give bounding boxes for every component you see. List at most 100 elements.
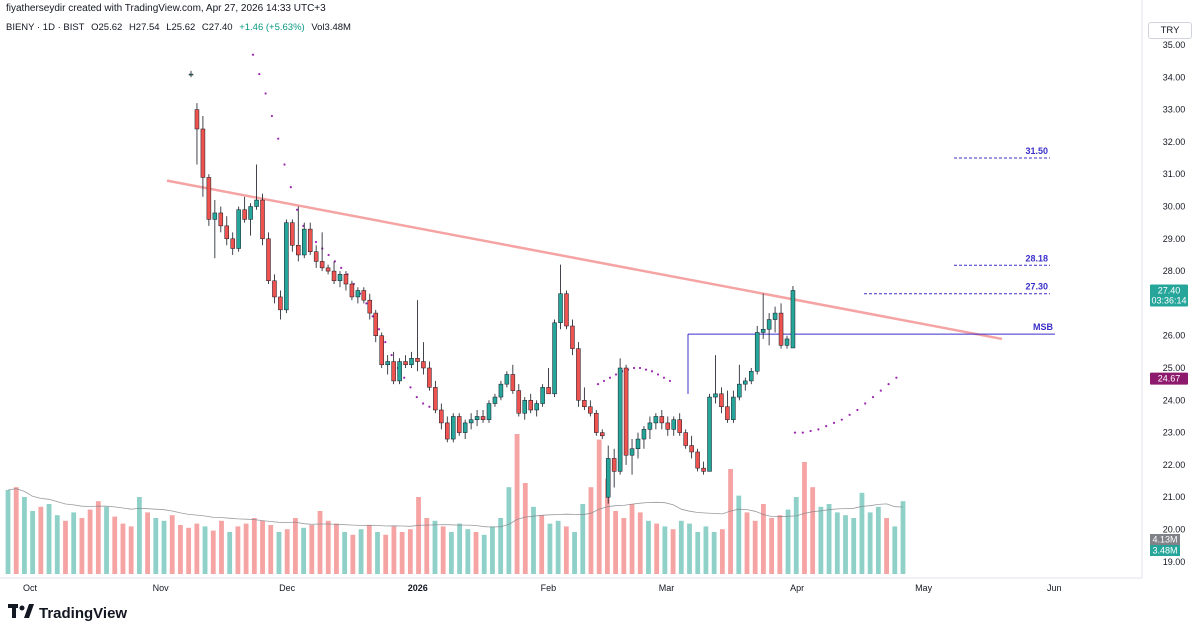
sar-dot	[596, 383, 600, 386]
volume-bar	[654, 523, 660, 574]
volume-bar	[637, 512, 643, 574]
volume-bar	[251, 518, 257, 574]
volume-bar	[555, 520, 561, 574]
candles	[188, 70, 796, 504]
volume-bar	[892, 526, 898, 574]
level-lines: 31.50 28.18 27.30 MSB	[687, 146, 1055, 394]
volume-bar	[719, 529, 725, 574]
price-tick-label: 28.00	[1163, 266, 1186, 276]
sar-dot	[277, 137, 280, 140]
candle-body	[760, 328, 766, 333]
price-tick-label: 22.00	[1163, 460, 1186, 470]
price-tick-label: 21.00	[1163, 492, 1186, 502]
sar-dots	[251, 53, 898, 434]
volume-bar	[71, 512, 77, 574]
time-tick-label: 2026	[408, 583, 428, 593]
sar-dot	[801, 431, 804, 434]
change-value: +1.46 (+5.63%)	[239, 22, 305, 33]
volume-bar	[531, 506, 536, 574]
volume-bar	[457, 523, 463, 574]
candle-body	[629, 448, 635, 456]
candle-body	[337, 274, 343, 282]
volume-bar	[5, 490, 11, 574]
volume-bar	[317, 511, 323, 574]
candle-body	[594, 412, 599, 433]
volume-bar	[859, 492, 865, 574]
volume-ma	[7, 488, 904, 528]
volume-bar	[465, 529, 471, 574]
candle-body	[498, 383, 504, 398]
volume-bar	[63, 520, 68, 574]
candle-body	[647, 422, 653, 430]
candle-body	[534, 403, 539, 411]
volume-bar	[375, 532, 380, 574]
candle-body	[719, 393, 724, 408]
price-tick-label: 31.00	[1163, 169, 1186, 179]
symbol-name[interactable]: BIENY · 1D · BIST	[6, 22, 85, 33]
volume-bar	[621, 518, 627, 574]
volume-bar	[769, 518, 775, 574]
chart-attribution: fiyatherseydir created with TradingView.…	[6, 3, 326, 14]
sar-dot	[296, 208, 299, 211]
tradingview-logo-icon	[8, 604, 34, 622]
candle-body	[373, 312, 379, 336]
volume-bar	[334, 523, 339, 574]
sar-dot	[644, 368, 648, 371]
candle-body	[403, 361, 408, 366]
sar-dot	[668, 379, 672, 383]
time-tick-label: May	[915, 583, 933, 593]
candle-body	[200, 128, 206, 178]
volume-bar	[843, 515, 848, 574]
volume-bar	[13, 487, 19, 574]
sar-dot	[340, 266, 343, 269]
sar-dot	[895, 376, 898, 379]
candle-body	[653, 416, 659, 424]
volume-bar	[358, 529, 364, 574]
time-tick-label: Jun	[1047, 583, 1062, 593]
currency-button[interactable]: TRY	[1148, 22, 1192, 39]
candle-body	[641, 429, 647, 440]
volume-bar	[161, 520, 167, 574]
candle-body	[307, 228, 313, 252]
candle-body	[582, 400, 587, 408]
volume-bar	[38, 506, 44, 574]
candle-body	[635, 438, 641, 449]
sar-dot	[848, 413, 851, 416]
candle-body	[546, 387, 551, 395]
volume-bar	[646, 520, 651, 574]
volume-bar	[202, 526, 208, 574]
candle-body	[510, 374, 516, 391]
volume-bar	[95, 501, 101, 574]
sar-dot	[422, 402, 425, 405]
volume-bar	[145, 512, 150, 574]
volume-bar	[572, 532, 577, 574]
volume-bar	[79, 518, 85, 574]
volume-bar	[793, 497, 799, 574]
level-label: 28.18	[1025, 253, 1048, 263]
time-tick-label: Oct	[23, 583, 38, 593]
sar-dot	[403, 376, 406, 379]
volume-bar	[728, 469, 733, 574]
volume-bar	[112, 516, 118, 574]
price-tick-label: 25.00	[1163, 363, 1186, 373]
candle-body	[331, 270, 337, 282]
candle-body	[254, 199, 259, 207]
volume-bar	[169, 515, 175, 574]
volume-bar	[736, 495, 742, 574]
volume-bar	[243, 523, 249, 574]
level-label: 31.50	[1025, 146, 1048, 156]
candle-body	[343, 274, 349, 285]
candle-body	[492, 396, 498, 404]
volume-bar	[186, 527, 192, 574]
tradingview-logo[interactable]: TradingView	[8, 604, 127, 622]
volume-bar	[104, 506, 109, 574]
volume-bar	[407, 529, 413, 574]
volume-bar	[136, 497, 142, 574]
sar-dot	[825, 425, 828, 428]
volume-bar	[802, 462, 807, 574]
candle-body	[236, 209, 241, 249]
volume-bar	[268, 525, 274, 574]
volume-bar	[613, 511, 619, 574]
low-value: L25.62	[166, 22, 196, 33]
